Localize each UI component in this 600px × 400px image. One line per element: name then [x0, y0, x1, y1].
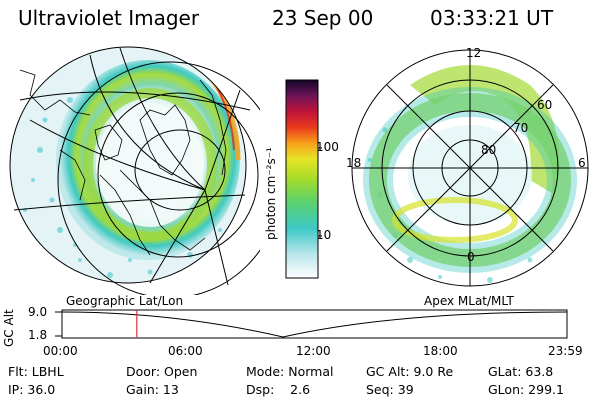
magnetic-polar-image [351, 49, 589, 287]
mlt-label-18: 18 [346, 156, 362, 170]
mlt-label-0: 0 [467, 250, 475, 264]
header-date: 23 Sep 00 [272, 6, 374, 30]
colorbar-tick-10: 10 [316, 228, 332, 242]
timeline-ytick-9: 9.0 [28, 305, 48, 319]
header-time: 03:33:21 UT [430, 6, 554, 30]
info-door: Door: Open [126, 364, 198, 379]
info-glon: GLon: 299.1 [488, 382, 564, 397]
right-panel-label: Apex MLat/MLT [424, 294, 514, 308]
mlat-mlt-grid [351, 49, 589, 287]
geographic-auroral-image [9, 46, 260, 295]
timeline-xtick-2359: 23:59 [548, 344, 583, 358]
mlat-label-70: 70 [513, 121, 529, 135]
altitude-timeline [55, 309, 568, 339]
info-seq: Seq: 39 [366, 382, 414, 397]
colorbar-unit-label: photon cm⁻²s⁻¹ [264, 147, 278, 240]
noise-speckle [23, 83, 222, 278]
mlt-label-12: 12 [466, 46, 482, 60]
altitude-curve [61, 311, 568, 338]
info-gc-alt: GC Alt: 9.0 Re [366, 364, 454, 379]
timeline-xtick-1200: 12:00 [296, 344, 331, 358]
mlat-label-60: 60 [537, 98, 553, 112]
mlat-label-80: 80 [481, 143, 497, 157]
mlt-label-6: 6 [578, 156, 586, 170]
info-dsp: Dsp: 2.6 [246, 382, 311, 397]
instrument-title: Ultraviolet Imager [18, 6, 200, 30]
info-glat: GLat: 63.8 [488, 364, 554, 379]
timeline-xtick-1800: 18:00 [423, 344, 458, 358]
info-mode: Mode: Normal [246, 364, 334, 379]
info-filter: Flt: LBHL [8, 364, 64, 379]
coastlines [19, 69, 227, 256]
intensity-colorbar [285, 79, 322, 279]
timeline-ytick-1.8: 1.8 [28, 328, 48, 342]
colorbar-tick-100: 100 [316, 140, 339, 154]
timeline-axis-label: GC Alt [2, 309, 16, 347]
info-ip: IP: 36.0 [8, 382, 56, 397]
timeline-xtick-0000: 00:00 [43, 344, 78, 358]
timeline-xtick-0600: 06:00 [168, 344, 203, 358]
left-panel-label: Geographic Lat/Lon [66, 294, 184, 308]
lat-lon-grid [9, 46, 260, 295]
info-gain: Gain: 13 [126, 382, 179, 397]
